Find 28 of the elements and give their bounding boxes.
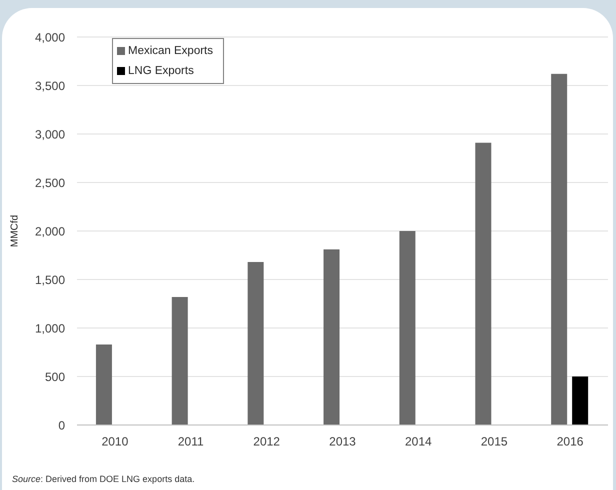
x-tick-label: 2013 bbox=[329, 434, 356, 449]
x-tick-label: 2014 bbox=[405, 434, 432, 449]
x-tick-label: 2011 bbox=[178, 434, 204, 449]
y-tick-label: 3,000 bbox=[34, 127, 66, 142]
x-tick-label: 2012 bbox=[253, 434, 280, 449]
y-tick-label: 1,500 bbox=[34, 272, 66, 287]
bar bbox=[399, 231, 416, 425]
y-tick-label: 0 bbox=[58, 418, 66, 432]
bar bbox=[475, 142, 492, 425]
x-tick-label: 2015 bbox=[480, 434, 508, 449]
bar bbox=[572, 376, 588, 425]
x-tick-label: 2016 bbox=[556, 434, 584, 449]
x-tick-label: 2010 bbox=[102, 434, 129, 449]
y-tick-label: 4,000 bbox=[34, 30, 66, 44]
legend-label: Mexican Exports bbox=[128, 45, 214, 57]
y-tick-label: 500 bbox=[44, 370, 66, 384]
y-tick-label: 1,000 bbox=[34, 321, 66, 336]
bar bbox=[324, 249, 340, 425]
y-axis-title: MMCfd bbox=[10, 214, 21, 248]
bar bbox=[172, 296, 188, 425]
y-tick-label: 2,500 bbox=[34, 176, 66, 190]
bar bbox=[248, 262, 264, 425]
bar bbox=[96, 344, 112, 425]
legend-label: LNG Exports bbox=[128, 65, 194, 77]
y-tick-label: 3,500 bbox=[34, 78, 66, 93]
bar bbox=[551, 74, 568, 425]
y-tick-label: 2,000 bbox=[34, 224, 66, 238]
source-note: Source: Derived from DOE LNG exports data. bbox=[12, 474, 195, 484]
